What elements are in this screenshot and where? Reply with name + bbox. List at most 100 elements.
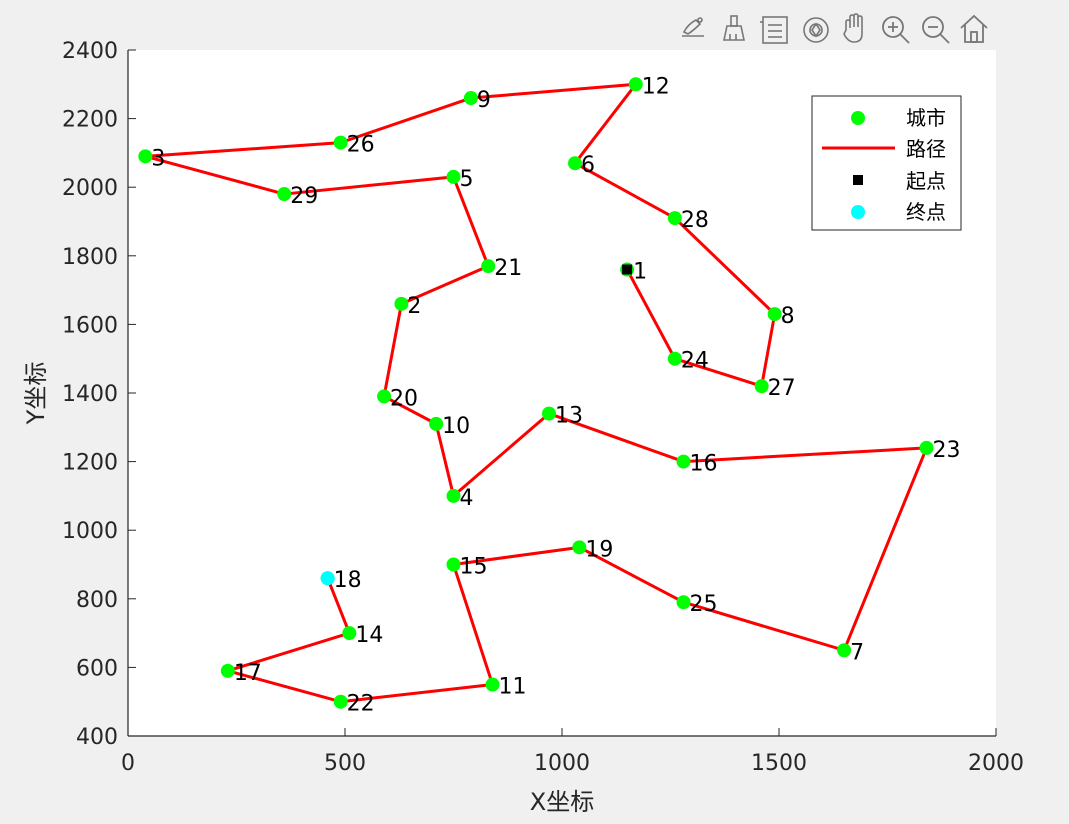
city-point	[463, 91, 478, 106]
city-point	[754, 379, 769, 394]
legend-icon[interactable]	[760, 16, 788, 44]
y-axis-label: Y坐标	[22, 362, 50, 426]
city-point	[568, 156, 583, 171]
x-tick-label: 500	[324, 751, 366, 776]
y-tick-label: 1600	[62, 313, 118, 338]
city-point	[485, 677, 500, 692]
city-label: 1	[633, 260, 647, 285]
route-segment	[547, 412, 686, 464]
city-label: 6	[581, 153, 595, 178]
city-label: 13	[555, 404, 583, 429]
city-point	[333, 694, 348, 709]
x-tick-label: 2000	[968, 751, 1024, 776]
route-segment	[452, 175, 490, 268]
y-tick-label: 400	[76, 725, 118, 750]
legend-box	[811, 95, 962, 231]
y-tick-label: 2200	[62, 108, 118, 133]
route-segment	[577, 545, 686, 604]
route-segment	[382, 302, 403, 398]
city-label: 16	[690, 452, 718, 477]
x-axis-label: X坐标	[530, 788, 594, 816]
y-tick-label: 2000	[62, 176, 118, 201]
legend-start-label: 起点	[906, 169, 946, 193]
city-point	[138, 149, 153, 164]
city-label: 14	[355, 623, 383, 648]
route-segment	[452, 412, 551, 498]
route-segment	[842, 446, 929, 652]
route-segment	[143, 141, 343, 158]
city-point	[676, 595, 691, 610]
city-label: 9	[477, 88, 491, 113]
city-point	[628, 77, 643, 92]
y-tick-label: 1800	[62, 245, 118, 270]
brush-icon[interactable]	[682, 17, 704, 37]
legend-city-marker	[851, 111, 865, 125]
y-tick-label: 1400	[62, 382, 118, 407]
city-label: 24	[681, 349, 709, 374]
route-segment	[143, 154, 286, 196]
city-label: 27	[768, 376, 796, 401]
route-segment	[682, 446, 929, 464]
city-point	[667, 351, 682, 366]
y-tick-label: 1200	[62, 451, 118, 476]
legend-path-label: 路径	[906, 137, 946, 161]
city-label: 3	[151, 146, 165, 171]
zoom-out-icon[interactable]	[922, 16, 950, 44]
city-point	[676, 454, 691, 469]
city-point	[277, 187, 292, 202]
city-label: 4	[460, 486, 474, 511]
legend-end-marker	[851, 205, 865, 219]
axis-layer: 0 500 1000 1500 2000 400 600 800 1000 1200 1400 160…	[62, 39, 1024, 776]
legend: 城市 路径 起点 终点	[811, 95, 962, 231]
y-tick-label: 600	[76, 656, 118, 681]
city-point	[220, 663, 235, 678]
city-label: 17	[234, 661, 262, 686]
route-segment	[452, 563, 495, 687]
city-label: 20	[390, 386, 418, 411]
city-point	[394, 296, 409, 311]
city-label: 29	[290, 184, 318, 209]
y-tick-label: 2400	[62, 39, 118, 64]
zoom-in-icon[interactable]	[882, 16, 910, 44]
home-icon[interactable]	[960, 14, 988, 43]
city-point	[342, 626, 357, 641]
route-segment	[326, 576, 351, 635]
route-segment	[339, 683, 495, 704]
route-segment	[673, 357, 764, 388]
city-point	[837, 643, 852, 658]
route-segment	[760, 312, 777, 388]
legend-start-marker	[853, 175, 863, 185]
city-point	[572, 540, 587, 555]
pan-hand-icon[interactable]	[843, 13, 863, 43]
city-point	[446, 557, 461, 572]
rotate-icon[interactable]	[803, 17, 829, 43]
start-marker	[622, 264, 633, 275]
route-segment	[625, 268, 677, 361]
route-segment	[339, 96, 473, 145]
route-segment	[573, 161, 677, 220]
city-label: 19	[585, 537, 613, 562]
city-point	[767, 307, 782, 322]
city-label: 15	[460, 555, 488, 580]
city-label: 28	[681, 208, 709, 233]
route-segment	[673, 216, 777, 316]
route-segment	[434, 422, 455, 498]
route-segment	[452, 545, 581, 566]
city-label: 23	[933, 438, 961, 463]
route-segment	[682, 600, 846, 652]
city-label: 5	[460, 167, 474, 192]
y-tick-label: 800	[76, 588, 118, 613]
plot-layer: 1234567891011121314151617181920212223242…	[138, 74, 961, 717]
x-tick-label: 0	[121, 751, 135, 776]
route-segment	[469, 82, 638, 100]
paint-icon[interactable]	[723, 15, 745, 41]
city-label: 26	[347, 133, 375, 158]
city-label: 18	[334, 568, 362, 593]
route-segment	[226, 669, 343, 704]
legend-end-label: 终点	[906, 200, 946, 224]
route-segment	[282, 175, 455, 196]
city-point	[919, 440, 934, 455]
x-tick-label: 1000	[534, 751, 590, 776]
city-label: 8	[781, 304, 795, 329]
